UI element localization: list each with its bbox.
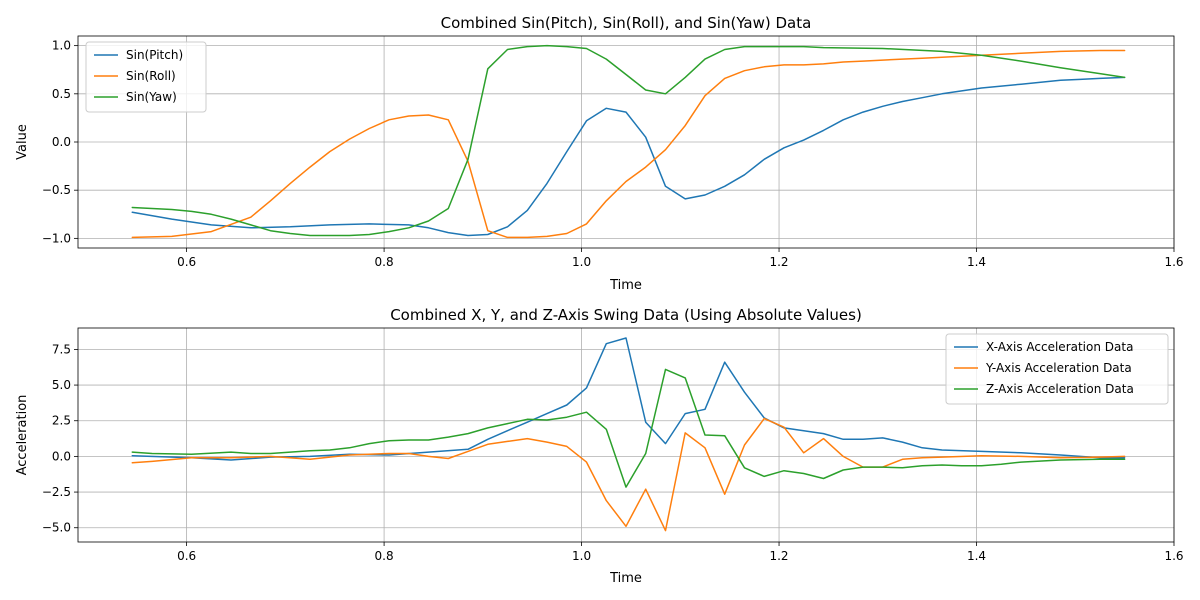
x-tick-label: 1.6 (1164, 255, 1183, 269)
plot-frame (77, 327, 1175, 543)
y-axis-label: Acceleration (15, 395, 30, 476)
axis-ticks: 0.6 0.8 1.0 1.2 1.4 1.6 −1.0 −0.5 0.0 0.5 1.0 (42, 39, 1184, 269)
legend-label: Sin(Pitch) (126, 48, 183, 62)
legend-label: Z-Axis Acceleration Data (986, 382, 1134, 396)
legend-label: Sin(Yaw) (126, 90, 177, 104)
series-lines (131, 337, 1126, 532)
acceleration-chart: Combined X, Y, and Z-Axis Swing Data (Us… (15, 306, 1184, 586)
pitch-roll-yaw-chart: Combined Sin(Pitch), Sin(Roll), and Sin(… (15, 14, 1184, 293)
x-tick-label: 1.0 (572, 549, 591, 563)
x-tick-label: 1.2 (769, 255, 788, 269)
x-tick-label: 1.6 (1164, 549, 1183, 563)
y-tick-label: −5.0 (42, 521, 71, 535)
series-line-2 (131, 49, 1126, 239)
y-tick-label: −1.0 (42, 231, 71, 245)
x-tick-label: 0.8 (375, 255, 394, 269)
series-line-1 (131, 76, 1126, 237)
y-tick-label: −2.5 (42, 485, 71, 499)
series-line-3 (131, 368, 1126, 488)
y-tick-label: 7.5 (52, 342, 71, 356)
legend-label: Sin(Roll) (126, 69, 176, 83)
x-tick-label: 0.6 (177, 549, 196, 563)
y-tick-label: 2.5 (52, 414, 71, 428)
legend: X-Axis Acceleration Data Y-Axis Accelerat… (945, 333, 1169, 405)
y-tick-label: 0.0 (52, 135, 71, 149)
legend-label: X-Axis Acceleration Data (986, 340, 1133, 354)
chart-title: Combined Sin(Pitch), Sin(Roll), and Sin(… (441, 14, 812, 32)
x-tick-label: 1.4 (967, 255, 986, 269)
legend-frame (945, 333, 1169, 405)
grid (78, 36, 1175, 248)
x-tick-label: 1.4 (967, 549, 986, 563)
y-tick-label: 0.0 (52, 449, 71, 463)
y-axis-label: Value (15, 124, 30, 160)
y-tick-label: −0.5 (42, 183, 71, 197)
x-axis-label: Time (609, 278, 642, 293)
y-tick-label: 0.5 (52, 87, 71, 101)
y-tick-label: 5.0 (52, 378, 71, 392)
series-lines (131, 44, 1126, 239)
x-tick-label: 0.6 (177, 255, 196, 269)
legend-frame (85, 41, 207, 113)
axis-ticks: 0.6 0.8 1.0 1.2 1.4 1.6 −5.0 −2.5 0.0 2.5 5.0 7.5 (42, 342, 1184, 563)
series-line-1 (131, 337, 1126, 461)
x-tick-label: 1.2 (769, 549, 788, 563)
series-line-3 (131, 44, 1126, 237)
x-tick-label: 1.0 (572, 255, 591, 269)
x-tick-label: 0.8 (375, 549, 394, 563)
y-tick-label: 1.0 (52, 39, 71, 53)
chart-title: Combined X, Y, and Z-Axis Swing Data (Us… (390, 306, 862, 324)
legend-label: Y-Axis Acceleration Data (985, 361, 1132, 375)
x-axis-label: Time (609, 571, 642, 586)
legend: Sin(Pitch) Sin(Roll) Sin(Yaw) (85, 41, 207, 113)
series-line-2 (131, 417, 1126, 532)
